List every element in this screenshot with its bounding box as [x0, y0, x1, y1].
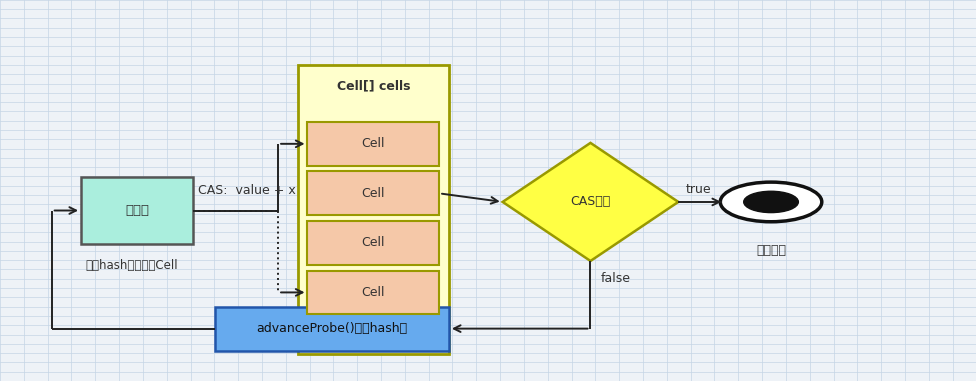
Circle shape — [744, 191, 798, 213]
Text: true: true — [686, 183, 712, 196]
Text: Cell: Cell — [361, 236, 386, 250]
Text: Cell[] cells: Cell[] cells — [337, 79, 410, 92]
Text: Cell: Cell — [361, 137, 386, 150]
Bar — [298, 65, 449, 354]
Bar — [307, 122, 439, 166]
Bar — [307, 221, 439, 265]
Text: CAS:  value + x: CAS: value + x — [198, 184, 296, 197]
Circle shape — [720, 182, 822, 222]
Bar — [307, 271, 439, 314]
Text: Cell: Cell — [361, 286, 386, 299]
Bar — [215, 307, 449, 351]
Text: 线程一: 线程一 — [125, 204, 149, 217]
Bar — [81, 177, 193, 244]
Bar — [307, 171, 439, 215]
Text: false: false — [600, 272, 630, 285]
Polygon shape — [503, 143, 678, 261]
Text: advanceProbe()重置hash值: advanceProbe()重置hash值 — [257, 322, 407, 335]
Text: 结束循环: 结束循环 — [756, 244, 786, 257]
Text: 重新hash后指向的Cell: 重新hash后指向的Cell — [86, 259, 179, 272]
Text: CAS成功: CAS成功 — [570, 195, 611, 208]
Text: Cell: Cell — [361, 187, 386, 200]
